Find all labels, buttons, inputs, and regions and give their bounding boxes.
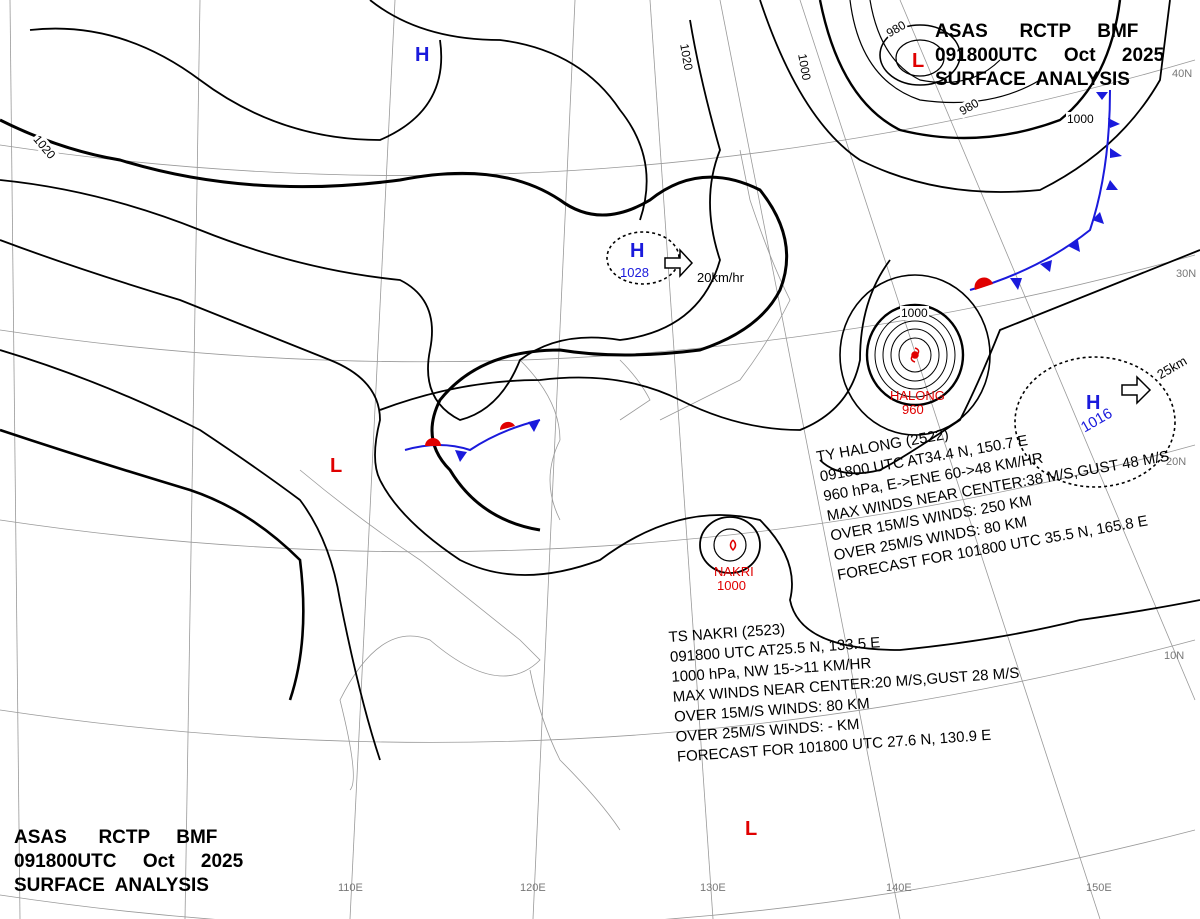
lon-label: 110E [338, 882, 363, 894]
storm-pressure: 1000 [717, 578, 746, 593]
lat-label: 30N [1176, 268, 1197, 280]
isobar-label: 1000 [1066, 112, 1095, 126]
lat-label: 10N [1164, 650, 1185, 662]
high-pressure-center: H [1086, 392, 1101, 414]
isobars [0, 0, 1200, 761]
title-line-1: ASAS RCTP BMF [14, 827, 218, 848]
fronts [404, 89, 1122, 462]
motion-arrows [664, 248, 1152, 405]
nakri-info: TS NAKRI (2523) 091800 UTC AT25.5 N, 133… [668, 604, 1024, 768]
high-pressure-center: H [415, 44, 430, 66]
title-line-1: ASAS RCTP BMF [935, 21, 1139, 42]
isobar-label: 1000 [900, 306, 929, 320]
low-pressure-center: L [912, 50, 925, 72]
lon-label: 140E [886, 882, 912, 894]
high-pressure-center: H [630, 240, 645, 262]
storm-name: NAKRI [714, 564, 754, 579]
motion-speed: 20km/hr [697, 270, 744, 285]
low-pressure-center: L [745, 818, 758, 840]
high-pressure-value: 1028 [620, 265, 649, 280]
title-line-3: SURFACE ANALYSIS [14, 875, 209, 896]
lon-label: 130E [700, 882, 726, 894]
lon-label: 120E [520, 882, 546, 894]
coastlines [299, 149, 791, 831]
typhoon-pressure: 960 [902, 402, 924, 417]
lat-label: 40N [1172, 68, 1193, 80]
map-title-bottom: ASAS RCTP BMF 091800UTC Oct 2025 SURFACE A… [14, 826, 243, 898]
title-line-3: SURFACE ANALYSIS [935, 69, 1130, 90]
typhoon-name: HALONG [890, 388, 945, 403]
low-pressure-center: L [330, 455, 343, 477]
storm-symbols [729, 347, 920, 552]
map-title-top: ASAS RCTP BMF 091800UTC Oct 2025 SURFACE A… [935, 20, 1164, 92]
lat-label: 20N [1166, 456, 1187, 468]
title-line-2: 091800UTC Oct 2025 [935, 45, 1165, 66]
lon-label: 150E [1086, 882, 1112, 894]
title-line-2: 091800UTC Oct 2025 [14, 851, 244, 872]
